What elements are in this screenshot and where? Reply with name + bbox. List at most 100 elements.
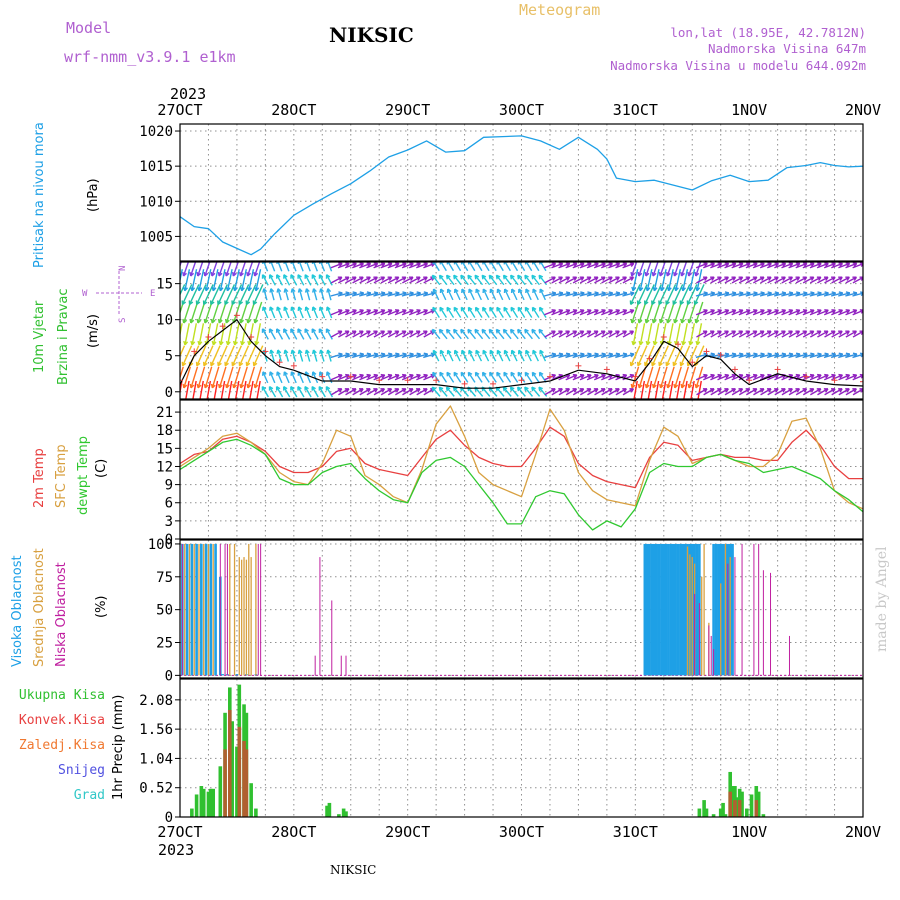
wind-arrow	[352, 262, 364, 269]
wind-arrow-head	[445, 329, 448, 334]
wind-arrow-head	[753, 291, 758, 294]
cloud-bar-srednja-oblacnost	[729, 557, 731, 676]
wind-arrow	[816, 309, 829, 316]
wind-arrow-head	[672, 301, 678, 305]
y-tick-label: 1010	[139, 194, 173, 210]
wind-arrow	[795, 276, 807, 284]
wind-arrow	[622, 276, 634, 284]
wind-arrow	[660, 269, 667, 291]
wind-arrow	[183, 366, 192, 389]
wind-arrow-head	[297, 262, 300, 265]
wind-arrow-head	[682, 341, 687, 346]
wind-arrow-head	[674, 384, 679, 389]
wind-arrow-head	[601, 291, 606, 294]
wind-arrow-head	[182, 301, 187, 305]
wind-arrow-head	[297, 288, 301, 293]
wind-arrow	[453, 274, 462, 286]
wind-arrow	[402, 388, 414, 396]
wind-arrow	[446, 274, 455, 286]
wind-arrow-head	[225, 272, 230, 277]
wind-arrow-head	[218, 319, 223, 324]
wind-arrow	[558, 388, 570, 396]
wind-arrow	[474, 371, 483, 383]
wind-arrow	[255, 269, 262, 291]
wind-arrow-head	[453, 275, 456, 280]
wind-arrow	[695, 292, 708, 297]
wind-arrow	[601, 374, 613, 381]
wind-ylabel-2: Brzina i Pravac	[56, 288, 71, 385]
wind-arrow	[256, 380, 261, 399]
wind-arrow	[781, 276, 793, 284]
wind-arrow	[416, 276, 428, 284]
wind-arrow	[572, 309, 585, 316]
wind-arrow	[217, 284, 228, 305]
wind-arrow-head	[189, 362, 194, 367]
x-axis-bottom: 27OCT 28OCT 29OCT 30OCT 31OCT 1NOV 2NOV	[157, 823, 881, 841]
cloud-bar-visoka-oblacnost	[679, 543, 682, 676]
wind-arrow	[696, 388, 708, 396]
wind-arrow	[682, 323, 688, 346]
wind-arrow	[738, 330, 751, 338]
wind-arrow-head	[710, 262, 715, 265]
cloud-bar-srednja-oblacnost	[233, 543, 236, 676]
wind-arrow	[760, 276, 772, 284]
cloud-ylabel-unit: (%)	[94, 596, 109, 619]
cloud-bar-srednja-oblacnost	[701, 576, 703, 676]
compass-south: S	[118, 318, 128, 323]
wind-arrow	[290, 371, 297, 384]
wind-arrow	[366, 374, 378, 381]
wind-arrow-head	[204, 319, 209, 324]
wind-arrow-head	[255, 287, 260, 292]
wind-arrow	[724, 353, 737, 359]
wind-arrow	[661, 380, 667, 399]
wind-arrow	[270, 349, 275, 362]
wind-arrow-head	[573, 291, 578, 294]
cloud-bar-niska-oblacnost	[713, 649, 715, 676]
wind-arrow	[695, 309, 708, 316]
wind-arrow-head	[673, 272, 678, 277]
wind-arrow	[239, 262, 247, 277]
wind-arrow	[809, 276, 822, 284]
wind-arrow	[467, 274, 476, 286]
wind-arrow-head	[212, 341, 217, 346]
wind-arrow	[615, 388, 627, 396]
wind-arrow	[246, 345, 257, 367]
wind-arrow-head	[688, 384, 693, 389]
wind-arrow	[600, 292, 613, 297]
wind-arrow	[565, 292, 578, 297]
wind-arrow-head	[445, 275, 449, 280]
wind-arrow	[432, 307, 440, 318]
cloud-bar-visoka-oblacnost	[681, 543, 685, 676]
wind-arrow	[845, 388, 857, 396]
y-tick-label: 50	[156, 603, 173, 619]
wind-arrow	[615, 309, 627, 316]
wind-arrow	[709, 292, 722, 297]
cloud-bar-niska-oblacnost	[734, 557, 736, 676]
wind-arrow	[565, 309, 578, 316]
wind-arrow-head	[767, 262, 772, 265]
wind-arrow-head	[651, 301, 656, 305]
cloud-bar-srednja-oblacnost	[207, 543, 210, 676]
wind-arrow-head	[416, 262, 421, 265]
wind-arrow	[615, 330, 627, 338]
wind-arrow	[838, 309, 850, 316]
temperature-panel: 0 3 6 9 12 15 18 21	[156, 399, 864, 548]
cloud-bar-srednja-oblacnost	[198, 543, 200, 676]
wind-arrow	[219, 269, 226, 291]
x-tick-label-bottom: 30OCT	[499, 823, 544, 841]
wind-arrow-head	[810, 352, 815, 355]
wind-arrow	[551, 262, 563, 269]
precip-bar-ukupna-kisa	[235, 746, 239, 817]
precip-bar-ukupna-kisa	[337, 814, 341, 817]
wind-arrow-head	[254, 272, 259, 277]
wind-arrow	[366, 330, 378, 338]
wind-arrow	[327, 288, 332, 301]
wind-arrow	[359, 262, 371, 269]
wind-arrow	[615, 262, 627, 269]
cloud-bar-visoka-oblacnost	[695, 543, 699, 676]
wind-arrow-head	[660, 287, 665, 292]
wind-arrow	[810, 388, 822, 396]
wind-arrow-head	[580, 352, 585, 355]
cloud-bar-srednja-oblacnost	[243, 557, 245, 676]
wind-arrow	[781, 292, 794, 297]
